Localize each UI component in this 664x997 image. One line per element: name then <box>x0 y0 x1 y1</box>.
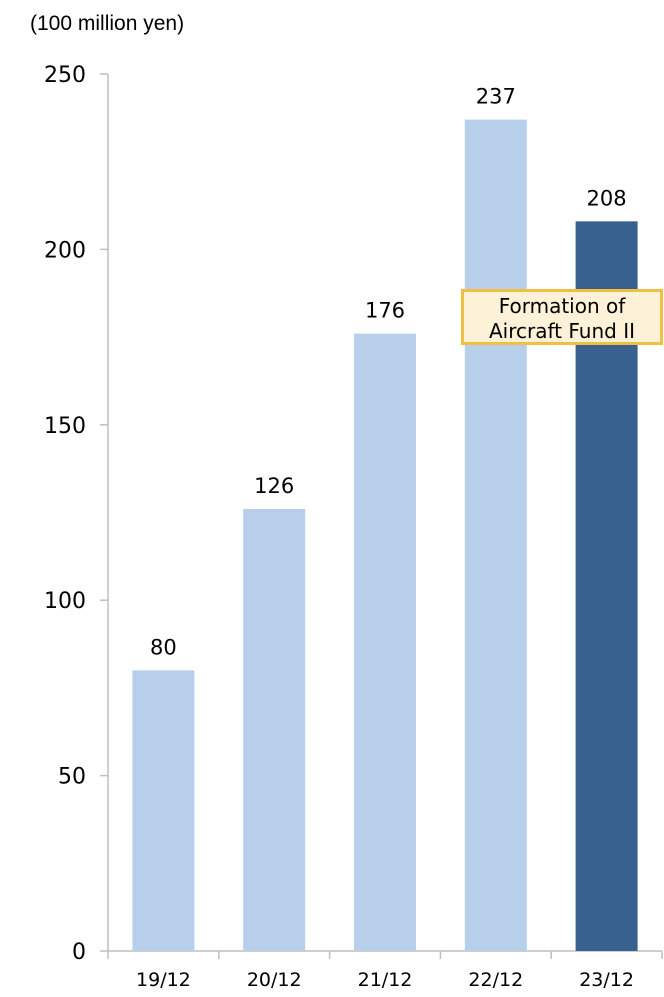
data-label: 126 <box>254 474 294 498</box>
data-label: 80 <box>150 635 177 659</box>
data-label: 208 <box>587 186 627 210</box>
y-tick-label: 200 <box>44 238 86 263</box>
y-tick-label: 0 <box>72 940 86 965</box>
x-tick-label: 21/12 <box>358 969 413 991</box>
bar-20-12 <box>243 508 306 951</box>
y-tick-label: 250 <box>44 63 86 88</box>
bar-22-12 <box>464 119 527 951</box>
y-tick-label: 100 <box>44 589 86 614</box>
annotation-line-2: Aircraft Fund II <box>489 319 635 343</box>
x-tick-label: 23/12 <box>579 969 634 991</box>
x-tick-label: 19/12 <box>136 969 191 991</box>
annotation-line-1: Formation of <box>498 294 626 318</box>
y-tick-label: 150 <box>44 414 86 439</box>
y-tick-label: 50 <box>58 765 86 790</box>
bar-19-12 <box>132 670 195 951</box>
annotation-box: Formation of Aircraft Fund II <box>461 289 663 345</box>
data-label: 176 <box>365 299 405 323</box>
data-label: 237 <box>476 85 516 109</box>
bar-21-12 <box>354 333 416 951</box>
x-tick-label: 22/12 <box>468 969 523 991</box>
y-axis-unit-label: (100 million yen) <box>30 12 185 35</box>
x-tick-label: 20/12 <box>247 969 302 991</box>
